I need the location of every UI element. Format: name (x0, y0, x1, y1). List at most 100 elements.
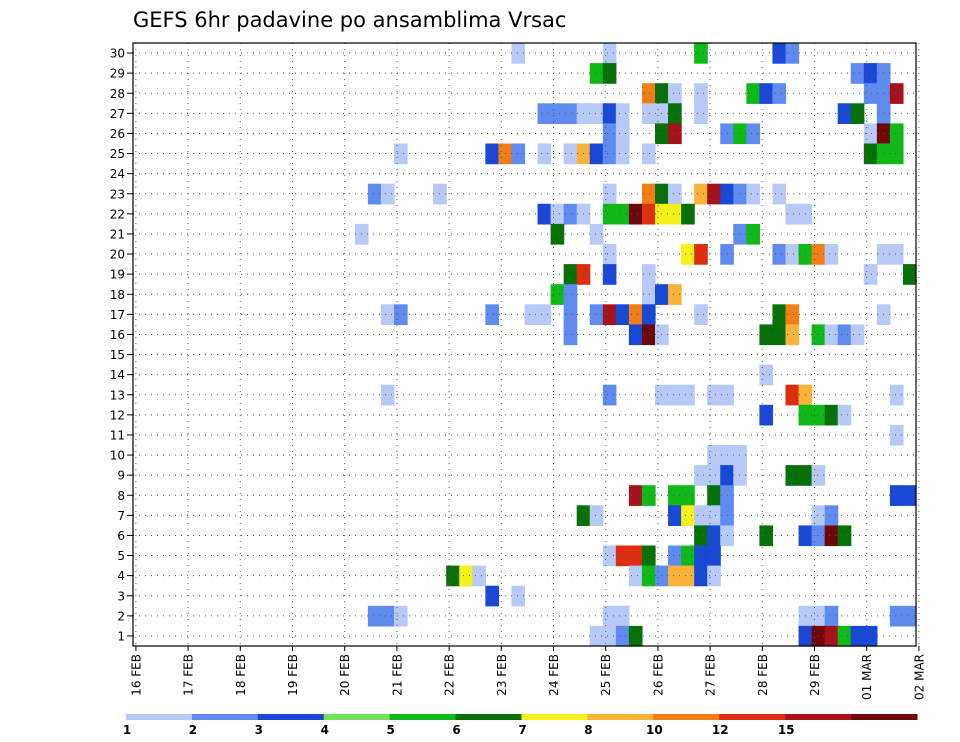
heatmap-cell (589, 63, 604, 84)
heatmap-cell (694, 465, 708, 486)
y-tick-label: 22 (110, 207, 125, 221)
heatmap-cell (837, 404, 852, 426)
heatmap-cell (602, 203, 617, 225)
colorbar-swatch (851, 714, 918, 720)
heatmap-cell (550, 103, 565, 124)
heatmap-cell (446, 565, 460, 587)
heatmap-cell (889, 143, 904, 165)
heatmap-cell (694, 103, 708, 124)
heatmap-cell (550, 223, 565, 245)
heatmap-cell (811, 244, 826, 265)
heatmap-cell (668, 183, 682, 205)
heatmap-cell (707, 545, 721, 567)
heatmap-cell (707, 384, 721, 406)
heatmap-cell (537, 103, 552, 124)
heatmap-cell (811, 465, 826, 486)
heatmap-cell (485, 143, 499, 165)
heatmap-cell (380, 384, 395, 406)
colorbar-swatch (191, 714, 259, 720)
heatmap-cell (668, 565, 682, 587)
heatmap-cells (354, 43, 917, 647)
x-tick-label: 18 FEB (234, 654, 248, 696)
heatmap-cell (837, 324, 852, 346)
heatmap-cell (733, 123, 747, 145)
y-tick-label: 16 (110, 328, 125, 342)
y-tick-label: 13 (110, 388, 125, 402)
y-tick-label: 4 (117, 569, 125, 583)
plot-frame (132, 42, 917, 647)
heatmap-cell (863, 123, 878, 145)
heatmap-cell (668, 545, 682, 567)
x-tick-label: 22 FEB (443, 654, 457, 696)
heatmap-cell (850, 324, 865, 346)
heatmap-cell (681, 485, 695, 506)
heatmap-cell (850, 625, 865, 647)
y-tick-label: 30 (110, 47, 125, 61)
heatmap-cell (511, 43, 526, 64)
heatmap-cell (746, 123, 760, 145)
heatmap-cell (602, 183, 617, 205)
heatmap-cell (628, 625, 643, 647)
heatmap-cell (707, 183, 721, 205)
colorbar-swatch (455, 714, 522, 720)
heatmap-cell (785, 384, 800, 406)
heatmap-cell (628, 485, 643, 506)
heatmap-cell (681, 545, 695, 567)
heatmap-cell (863, 264, 878, 285)
heatmap-cell (889, 83, 904, 104)
heatmap-cell (824, 244, 839, 265)
heatmap-cell (563, 304, 578, 325)
y-tick-label: 2 (117, 609, 125, 623)
y-tick-label: 14 (110, 368, 125, 382)
heatmap-cell (694, 244, 708, 265)
heatmap-cell (733, 465, 747, 486)
heatmap-cell (628, 545, 643, 567)
heatmap-cell (641, 284, 656, 305)
heatmap-cell (772, 244, 787, 265)
heatmap-cell (850, 103, 865, 124)
heatmap-cell (746, 183, 760, 205)
heatmap-cell (563, 264, 578, 285)
y-axis: 1234567891011121314151617181920212223242… (110, 47, 133, 643)
heatmap-cell (615, 625, 630, 647)
heatmap-cell (537, 203, 552, 225)
heatmap-cell (589, 223, 604, 245)
heatmap-cell (668, 384, 682, 406)
heatmap-cell (772, 183, 787, 205)
heatmap-cell (380, 183, 395, 205)
heatmap-cell (707, 505, 721, 526)
heatmap-cell (602, 143, 617, 165)
x-tick-label: 21 FEB (390, 654, 404, 696)
colorbar-swatch (389, 714, 457, 720)
heatmap-cell (628, 324, 643, 346)
colorbar-label: 7 (518, 723, 526, 737)
heatmap-cell (550, 284, 565, 305)
grid-lines (133, 43, 920, 646)
heatmap-cell (668, 83, 682, 104)
heatmap-cell (602, 304, 617, 325)
colorbar-label: 1 (123, 723, 131, 737)
heatmap-cell (694, 565, 708, 587)
heatmap-cell (681, 505, 695, 526)
heatmap-cell (785, 304, 800, 325)
heatmap-cell (759, 525, 774, 547)
heatmap-cell (668, 103, 682, 124)
x-tick-label: 24 FEB (547, 654, 561, 696)
heatmap-cell (615, 103, 630, 124)
heatmap-cell (380, 605, 395, 627)
heatmap-cell (772, 324, 787, 346)
heatmap-cell (563, 324, 578, 346)
x-tick-label: 19 FEB (286, 654, 300, 696)
heatmap-cell (824, 404, 839, 426)
x-tick-label: 28 FEB (756, 654, 770, 696)
heatmap-cell (785, 43, 800, 64)
heatmap-cell (785, 203, 800, 225)
heatmap-cell (681, 565, 695, 587)
heatmap-cell (694, 505, 708, 526)
heatmap-cell (511, 143, 526, 165)
heatmap-cell (615, 304, 630, 325)
heatmap-cell (615, 545, 630, 567)
heatmap-cell (641, 545, 656, 567)
heatmap-cell (589, 505, 604, 526)
heatmap-cell (837, 525, 852, 547)
